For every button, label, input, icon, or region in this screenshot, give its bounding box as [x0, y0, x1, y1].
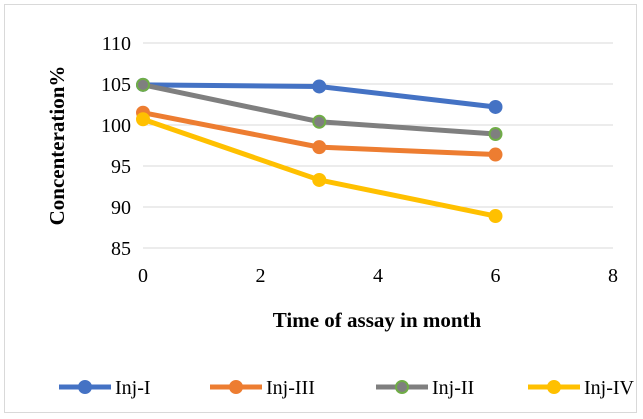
y-tick-label: 85 — [111, 238, 131, 260]
data-point — [488, 147, 503, 162]
x-tick-label: 8 — [608, 265, 618, 287]
y-tick-label: 110 — [102, 33, 131, 55]
legend-swatch-marker — [547, 380, 561, 394]
legend: Inj-I Inj-III Inj-II Inj-IV — [59, 377, 635, 399]
series-inj-iv — [136, 112, 503, 224]
legend-item: Inj-IV — [528, 377, 635, 399]
data-point — [136, 112, 150, 127]
data-point — [312, 114, 327, 129]
y-tick-label: 95 — [111, 156, 131, 178]
data-point — [488, 127, 503, 142]
legend-item: Inj-II — [376, 377, 474, 399]
chart-frame — [4, 4, 637, 413]
legend-swatch-marker — [395, 380, 409, 394]
data-point — [488, 99, 503, 114]
x-tick-label: 0 — [138, 265, 148, 287]
series-inj-ii — [136, 77, 503, 142]
series-line — [140, 116, 498, 219]
x-tick-label: 4 — [373, 265, 383, 287]
data-point — [312, 79, 327, 94]
legend-item: Inj-I — [59, 377, 151, 399]
x-tick-label: 2 — [256, 265, 266, 287]
legend-item: Inj-III — [210, 377, 315, 399]
tick-labels: 85 90 95 100 105 110 0 2 4 6 8 — [101, 33, 618, 287]
legend-label: Inj-I — [115, 377, 151, 399]
y-tick-label: 90 — [111, 197, 131, 219]
legend-label: Inj-II — [432, 377, 474, 399]
series-layer — [136, 77, 503, 224]
legend-swatch-marker — [78, 380, 92, 394]
legend-label: Inj-III — [266, 377, 315, 399]
gridlines — [143, 42, 613, 208]
data-point — [312, 172, 327, 187]
y-tick-label: 100 — [101, 115, 131, 137]
data-point — [488, 209, 503, 224]
data-point — [136, 77, 150, 92]
x-axis-label: Time of assay in month — [273, 308, 482, 332]
x-tick-label: 6 — [491, 265, 501, 287]
legend-swatch-marker — [229, 380, 243, 394]
y-tick-label: 105 — [101, 74, 131, 96]
data-point — [312, 140, 327, 155]
y-axis-label: Concenteration% — [45, 66, 69, 226]
legend-label: Inj-IV — [584, 377, 635, 399]
